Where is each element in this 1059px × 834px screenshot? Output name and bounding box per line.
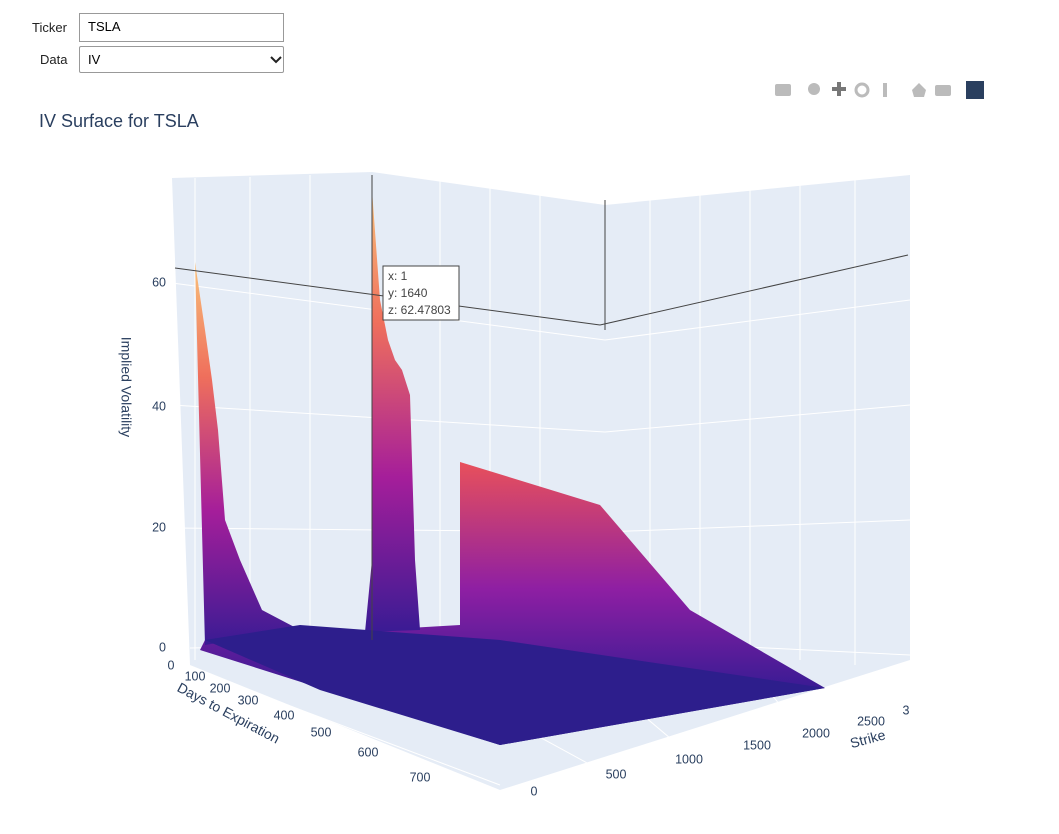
days-tick: 300	[238, 693, 259, 707]
tooltip-box	[382, 265, 460, 321]
surface	[195, 190, 825, 745]
days-tick: 400	[274, 708, 295, 722]
camera-icon[interactable]	[775, 84, 791, 96]
orbit-icon[interactable]	[854, 82, 870, 98]
surface-floor	[205, 625, 825, 745]
data-select[interactable]: IV	[79, 46, 284, 73]
strike-tick: 2500	[857, 714, 885, 728]
pan-icon-v[interactable]	[837, 82, 841, 96]
days-tick: 100	[185, 669, 206, 683]
tooltip-line: y: 1640	[388, 286, 428, 300]
days-tick: 700	[410, 770, 431, 784]
strike-tick: 2000	[802, 726, 830, 740]
surface-spikes-center	[365, 190, 420, 632]
zoom-icon[interactable]	[808, 83, 820, 95]
plot-title: IV Surface for TSLA	[39, 111, 199, 131]
z-tick: 60	[152, 275, 166, 289]
z-tick: 20	[152, 520, 166, 534]
z-axis-title: Implied Volatility	[118, 337, 134, 437]
days-tick: 600	[358, 745, 379, 759]
z-tick: 40	[152, 399, 166, 413]
tooltip-line: x: 1	[388, 269, 408, 283]
ticker-label: Ticker	[32, 20, 67, 35]
strike-tick: 1500	[743, 738, 771, 752]
days-tick: 200	[210, 681, 231, 695]
days-tick: 0	[168, 658, 175, 672]
days-tick: 500	[311, 725, 332, 739]
strike-tick: 1000	[675, 752, 703, 766]
camera-view-icon[interactable]	[935, 85, 951, 96]
turntable-icon[interactable]	[883, 83, 887, 97]
tooltip: x: 1 y: 1640 z: 62.47803	[382, 265, 460, 321]
strike-tick: 3	[903, 703, 910, 717]
ticker-input[interactable]: TSLA	[79, 13, 284, 42]
home-icon[interactable]	[912, 83, 926, 97]
plotly-logo[interactable]	[966, 81, 984, 99]
select-arrow	[270, 56, 282, 64]
tooltip-line: z: 62.47803	[388, 303, 451, 317]
surface-spikes-left	[195, 262, 300, 645]
strike-tick: 500	[606, 767, 627, 781]
z-tick: 0	[159, 640, 166, 654]
modebar	[775, 81, 984, 99]
strike-tick: 0	[531, 784, 538, 798]
data-label: Data	[40, 52, 68, 67]
strike-axis-title: Strike	[848, 726, 887, 751]
